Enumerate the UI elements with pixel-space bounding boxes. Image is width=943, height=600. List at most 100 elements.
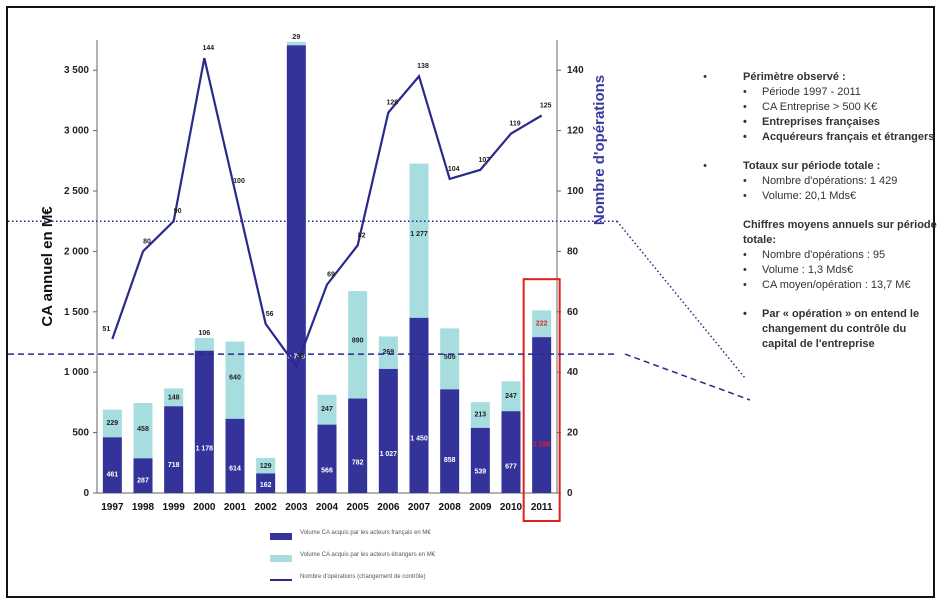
bar-french-2008 <box>440 389 460 493</box>
line-point-label: 126 <box>386 99 398 106</box>
line-operations <box>111 57 543 369</box>
x-tick-label: 2005 <box>347 502 370 513</box>
x-tick-label: 1997 <box>101 502 124 513</box>
line-point-label: 125 <box>540 103 552 110</box>
y-left-tick-label: 2 000 <box>64 246 89 257</box>
line-point-label: 90 <box>174 208 182 215</box>
line-point-label: 107 <box>478 157 490 164</box>
bar-label-french: 3 706 <box>288 354 306 361</box>
y-left-tick-label: 500 <box>72 428 89 439</box>
x-tick-label: 2000 <box>193 502 216 513</box>
bar-foreign-2007 <box>409 163 429 318</box>
bar-foreign-1997 <box>102 409 122 438</box>
y-right-tick-label: 140 <box>567 65 584 76</box>
y-right-axis-title: Nombre d'opérations <box>591 75 608 225</box>
bar-label-foreign: 890 <box>352 337 364 344</box>
bar-label-french: 677 <box>505 463 517 470</box>
line-point-label: 69 <box>327 272 335 279</box>
bar-label-foreign: 269 <box>382 349 394 356</box>
bar-label-foreign: 29 <box>292 34 300 41</box>
bar-label-foreign: 213 <box>474 412 486 419</box>
bar-label-french: 614 <box>229 466 241 473</box>
list-item: • Entreprises françaises <box>743 116 881 128</box>
bar-label-french: 461 <box>106 471 118 478</box>
bar-french-1998 <box>133 458 153 493</box>
y-right-tick-label: 120 <box>567 126 584 137</box>
bar-french-2011 <box>532 337 552 493</box>
y-left-tick-label: 0 <box>83 488 89 499</box>
y-left-tick-label: 1 500 <box>64 307 89 318</box>
legend-swatch-french <box>270 533 292 540</box>
bar-french-2001 <box>225 418 245 493</box>
connector-line-dashed <box>624 353 751 401</box>
bar-label-french: 718 <box>168 462 180 469</box>
bar-foreign-2003 <box>286 41 306 46</box>
y-right-tick-label: 80 <box>567 246 579 257</box>
y-right-tick-label: 100 <box>567 186 584 197</box>
x-tick-label: 1999 <box>163 502 186 513</box>
bar-label-foreign: 106 <box>198 330 210 337</box>
line-point-label: 51 <box>102 326 110 333</box>
list-item: • Nombre d'opérations : 95 <box>743 249 886 261</box>
section-bullet: • <box>703 71 707 83</box>
bar-label-foreign: 229 <box>106 420 118 427</box>
bar-french-2005 <box>348 398 368 493</box>
list-item: • Volume : 1,3 Mds€ <box>743 264 854 276</box>
section-perimetre: • Périmètre observé : • Période 1997 - 20… <box>700 70 938 145</box>
x-tick-label: 2001 <box>224 502 247 513</box>
x-tick-label: 1998 <box>132 502 155 513</box>
y-right-tick-label: 0 <box>567 488 573 499</box>
bar-label-french: 539 <box>474 468 486 475</box>
x-tick-label: 2006 <box>377 502 400 513</box>
legend-label-foreign: Volume CA acquis par les acteurs étrange… <box>300 552 436 558</box>
y-left-tick-label: 1 000 <box>64 367 89 378</box>
line-point-label: 119 <box>509 121 520 128</box>
bar-foreign-1999 <box>164 388 184 407</box>
bar-french-2000 <box>194 350 214 493</box>
bar-label-french: 1 290 <box>533 441 551 448</box>
bar-foreign-2009 <box>470 402 490 428</box>
bar-label-foreign: 640 <box>229 374 241 381</box>
list-item: • CA moyen/opération : 13,7 M€ <box>743 279 911 291</box>
bar-foreign-2006 <box>378 336 398 369</box>
list-item: • CA Entreprise > 500 K€ <box>743 101 878 113</box>
bar-label-french: 858 <box>444 457 456 464</box>
y-right-tick-label: 20 <box>567 428 579 439</box>
y-left-tick-label: 2 500 <box>64 186 89 197</box>
bar-foreign-2011 <box>532 310 552 338</box>
line-point-label: 138 <box>417 63 429 70</box>
bar-french-2004 <box>317 424 337 493</box>
x-tick-label: 2007 <box>408 502 431 513</box>
bar-french-2010 <box>501 411 521 493</box>
bar-foreign-2002 <box>256 457 276 474</box>
bar-label-foreign: 247 <box>505 393 517 400</box>
x-tick-label: 2008 <box>439 502 462 513</box>
y-right-tick-label: 40 <box>567 367 579 378</box>
bar-label-french: 1 178 <box>196 445 214 452</box>
bar-label-foreign: 458 <box>137 426 149 433</box>
x-tick-label: 2004 <box>316 502 339 513</box>
section-definition: • Par « opération » on entend le changeme… <box>700 307 938 352</box>
bar-french-1999 <box>164 406 184 493</box>
bar-label-foreign: 129 <box>260 463 272 470</box>
section-totaux: • Totaux sur période totale : • Nombre d'… <box>700 159 938 204</box>
bar-label-foreign: 247 <box>321 406 333 413</box>
line-point-label: 100 <box>233 178 245 185</box>
bar-label-french: 782 <box>352 460 364 467</box>
section-title: Totaux sur période totale : <box>743 160 881 172</box>
bar-foreign-2001 <box>225 341 245 419</box>
legend-line-operations <box>270 579 292 581</box>
line-point-label: 82 <box>358 232 366 239</box>
bar-label-french: 162 <box>260 482 272 489</box>
bar-french-2003 <box>286 45 306 494</box>
line-point-label: 104 <box>448 166 460 173</box>
legend-swatch-foreign <box>270 555 292 562</box>
list-item: • Période 1997 - 2011 <box>743 86 861 98</box>
x-tick-label: 2002 <box>255 502 278 513</box>
bar-label-french: 1 450 <box>410 435 428 442</box>
bar-french-2009 <box>470 427 490 493</box>
list-item: • Volume: 20,1 Mds€ <box>743 190 857 202</box>
line-point-label: 80 <box>143 238 151 245</box>
bar-foreign-2004 <box>317 394 337 425</box>
